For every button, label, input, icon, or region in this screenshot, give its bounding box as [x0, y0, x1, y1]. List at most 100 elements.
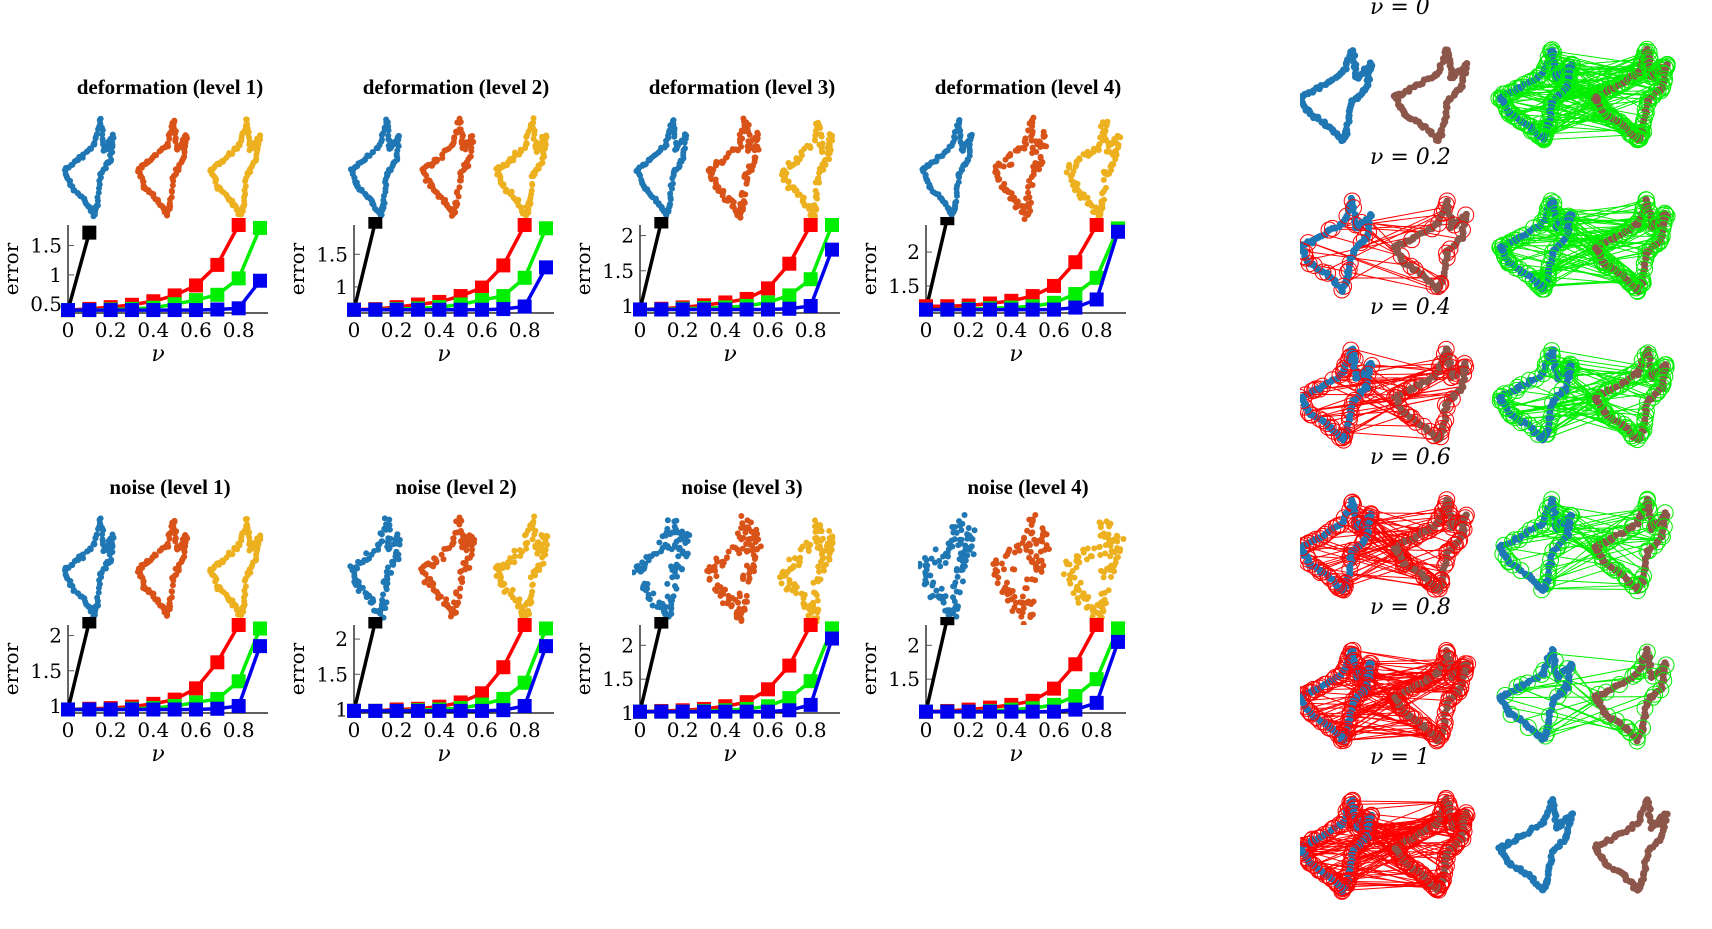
y-tick-label: 1.5 — [316, 662, 348, 686]
subplot-deformation-level-4: deformation (level 4) 1.5 2 0 0.2 0.4 0.6 0.8 ν e… — [857, 75, 1138, 455]
series-red-marker — [517, 218, 532, 232]
series-red-marker — [231, 218, 246, 232]
x-tick-label: 0.2 — [381, 318, 413, 342]
series-blue-marker — [1004, 704, 1019, 719]
correspondence-title: ν = 0 — [1370, 0, 1430, 20]
series-black-marker — [654, 217, 669, 229]
x-tick-label: 0.4 — [423, 718, 455, 742]
series-green-marker — [1068, 287, 1083, 302]
series-green-marker — [539, 221, 553, 236]
series-black-marker — [82, 617, 97, 629]
series-blue-marker — [368, 703, 383, 718]
shape-target-a — [990, 512, 1052, 627]
correspondence-title: ν = 0.8 — [1370, 595, 1451, 620]
series-blue-marker — [539, 260, 553, 275]
shape-target-b — [1063, 118, 1124, 220]
series-blue-line — [926, 641, 1120, 714]
shape-source — [919, 117, 975, 219]
series-green-marker — [1111, 621, 1125, 636]
series-red-marker — [231, 618, 246, 632]
subplot-title: deformation (level 4) — [934, 75, 1122, 99]
series-red-marker — [475, 280, 489, 295]
series-blue-marker — [61, 303, 75, 318]
y-tick-label: 1.5 — [316, 242, 348, 266]
shape-target-b — [1060, 518, 1127, 623]
plot-area: 1 1.5 0 0.2 0.4 0.6 0.8 ν error — [285, 215, 586, 385]
y-tick-label: 0.5 — [30, 292, 62, 316]
shape-target-b — [493, 115, 550, 219]
series-green-marker — [1089, 270, 1104, 285]
series-blue-marker — [1111, 634, 1125, 649]
series-blue-marker — [432, 703, 447, 718]
x-tick-label: 0.6 — [180, 718, 212, 742]
x-tick-label: 0.8 — [223, 718, 255, 742]
x-tick-label: 0.6 — [752, 718, 784, 742]
series-blue-marker — [125, 702, 139, 717]
series-blue-marker — [231, 301, 246, 316]
x-tick-label: 0.4 — [995, 318, 1027, 342]
shape-target-b — [779, 119, 836, 222]
series-blue-marker — [210, 302, 225, 317]
correspondence-title: ν = 0.4 — [1370, 295, 1451, 320]
correct-matches — [1496, 643, 1675, 750]
series-blue-marker — [825, 242, 839, 257]
series-blue-marker — [1068, 702, 1083, 717]
y-tick-label: 1 — [335, 697, 348, 721]
shape-source — [347, 116, 402, 219]
correct-matches — [1494, 490, 1674, 600]
y-tick-label: 2 — [621, 224, 634, 248]
correspondence-title: ν = 0.2 — [1370, 145, 1451, 170]
x-tick-label: 0 — [62, 718, 75, 742]
shape-thumbnails — [60, 510, 280, 620]
series-blue-marker — [146, 702, 161, 717]
series-blue-marker — [61, 702, 75, 717]
series-red-marker — [803, 618, 818, 632]
series-green-marker — [539, 621, 553, 636]
series-blue-marker — [189, 303, 203, 318]
correct-matches — [1491, 191, 1676, 300]
series-blue-marker — [539, 639, 553, 654]
shape-source — [347, 515, 403, 621]
y-tick-label: 1.5 — [602, 259, 634, 283]
x-tick-label: 0 — [634, 318, 647, 342]
x-tick-label: 0.6 — [466, 318, 498, 342]
series-green-marker — [1089, 672, 1104, 687]
x-tick-label: 0.6 — [752, 318, 784, 342]
shape-source — [61, 115, 117, 220]
series-red-marker — [803, 218, 818, 232]
subplot-noise-level-3: noise (level 3) 1 1.5 2 0 0.2 0.4 0.6 0.8 ν error — [571, 475, 852, 855]
plot-area: 1.5 2 0 0.2 0.4 0.6 0.8 ν error — [857, 215, 1158, 385]
shape-target-b — [492, 513, 551, 620]
y-tick-label: 1 — [49, 263, 62, 287]
subplot-title: noise (level 4) — [967, 475, 1089, 499]
y-axis-label: error — [0, 242, 23, 295]
series-black-marker — [940, 617, 955, 626]
series-blue-line — [926, 231, 1120, 312]
series-blue-marker — [1089, 292, 1104, 307]
series-blue-marker — [739, 302, 754, 317]
x-tick-label: 0 — [634, 718, 647, 742]
series-blue-marker — [368, 302, 383, 317]
shape-point-clouds — [919, 114, 1124, 223]
series-blue-line — [354, 266, 548, 312]
shape-target-a — [705, 115, 762, 221]
series-blue-marker — [517, 698, 532, 713]
series-blue-marker — [983, 704, 997, 719]
y-tick-label: 2 — [621, 633, 634, 657]
subplot-title: noise (level 3) — [681, 475, 803, 499]
series-blue-marker — [103, 702, 118, 717]
series-red-marker — [1047, 278, 1061, 293]
plot-area: 1 1.5 2 0 0.2 0.4 0.6 0.8 ν error — [571, 615, 872, 785]
x-axis-label: ν — [723, 342, 736, 367]
y-tick-label: 1.5 — [30, 234, 62, 258]
series-red-marker — [517, 618, 532, 632]
shape-target-a — [419, 115, 477, 219]
x-tick-label: 0.8 — [795, 718, 827, 742]
series-blue-marker — [475, 302, 489, 317]
y-tick-label: 1.5 — [888, 667, 920, 691]
x-tick-label: 0.4 — [709, 718, 741, 742]
y-tick-label: 2 — [335, 627, 348, 651]
error-plot: 1 1.5 0 0.2 0.4 0.6 0.8 ν error — [285, 217, 554, 367]
series-blue-marker — [475, 703, 489, 718]
series-red-marker — [189, 681, 203, 696]
